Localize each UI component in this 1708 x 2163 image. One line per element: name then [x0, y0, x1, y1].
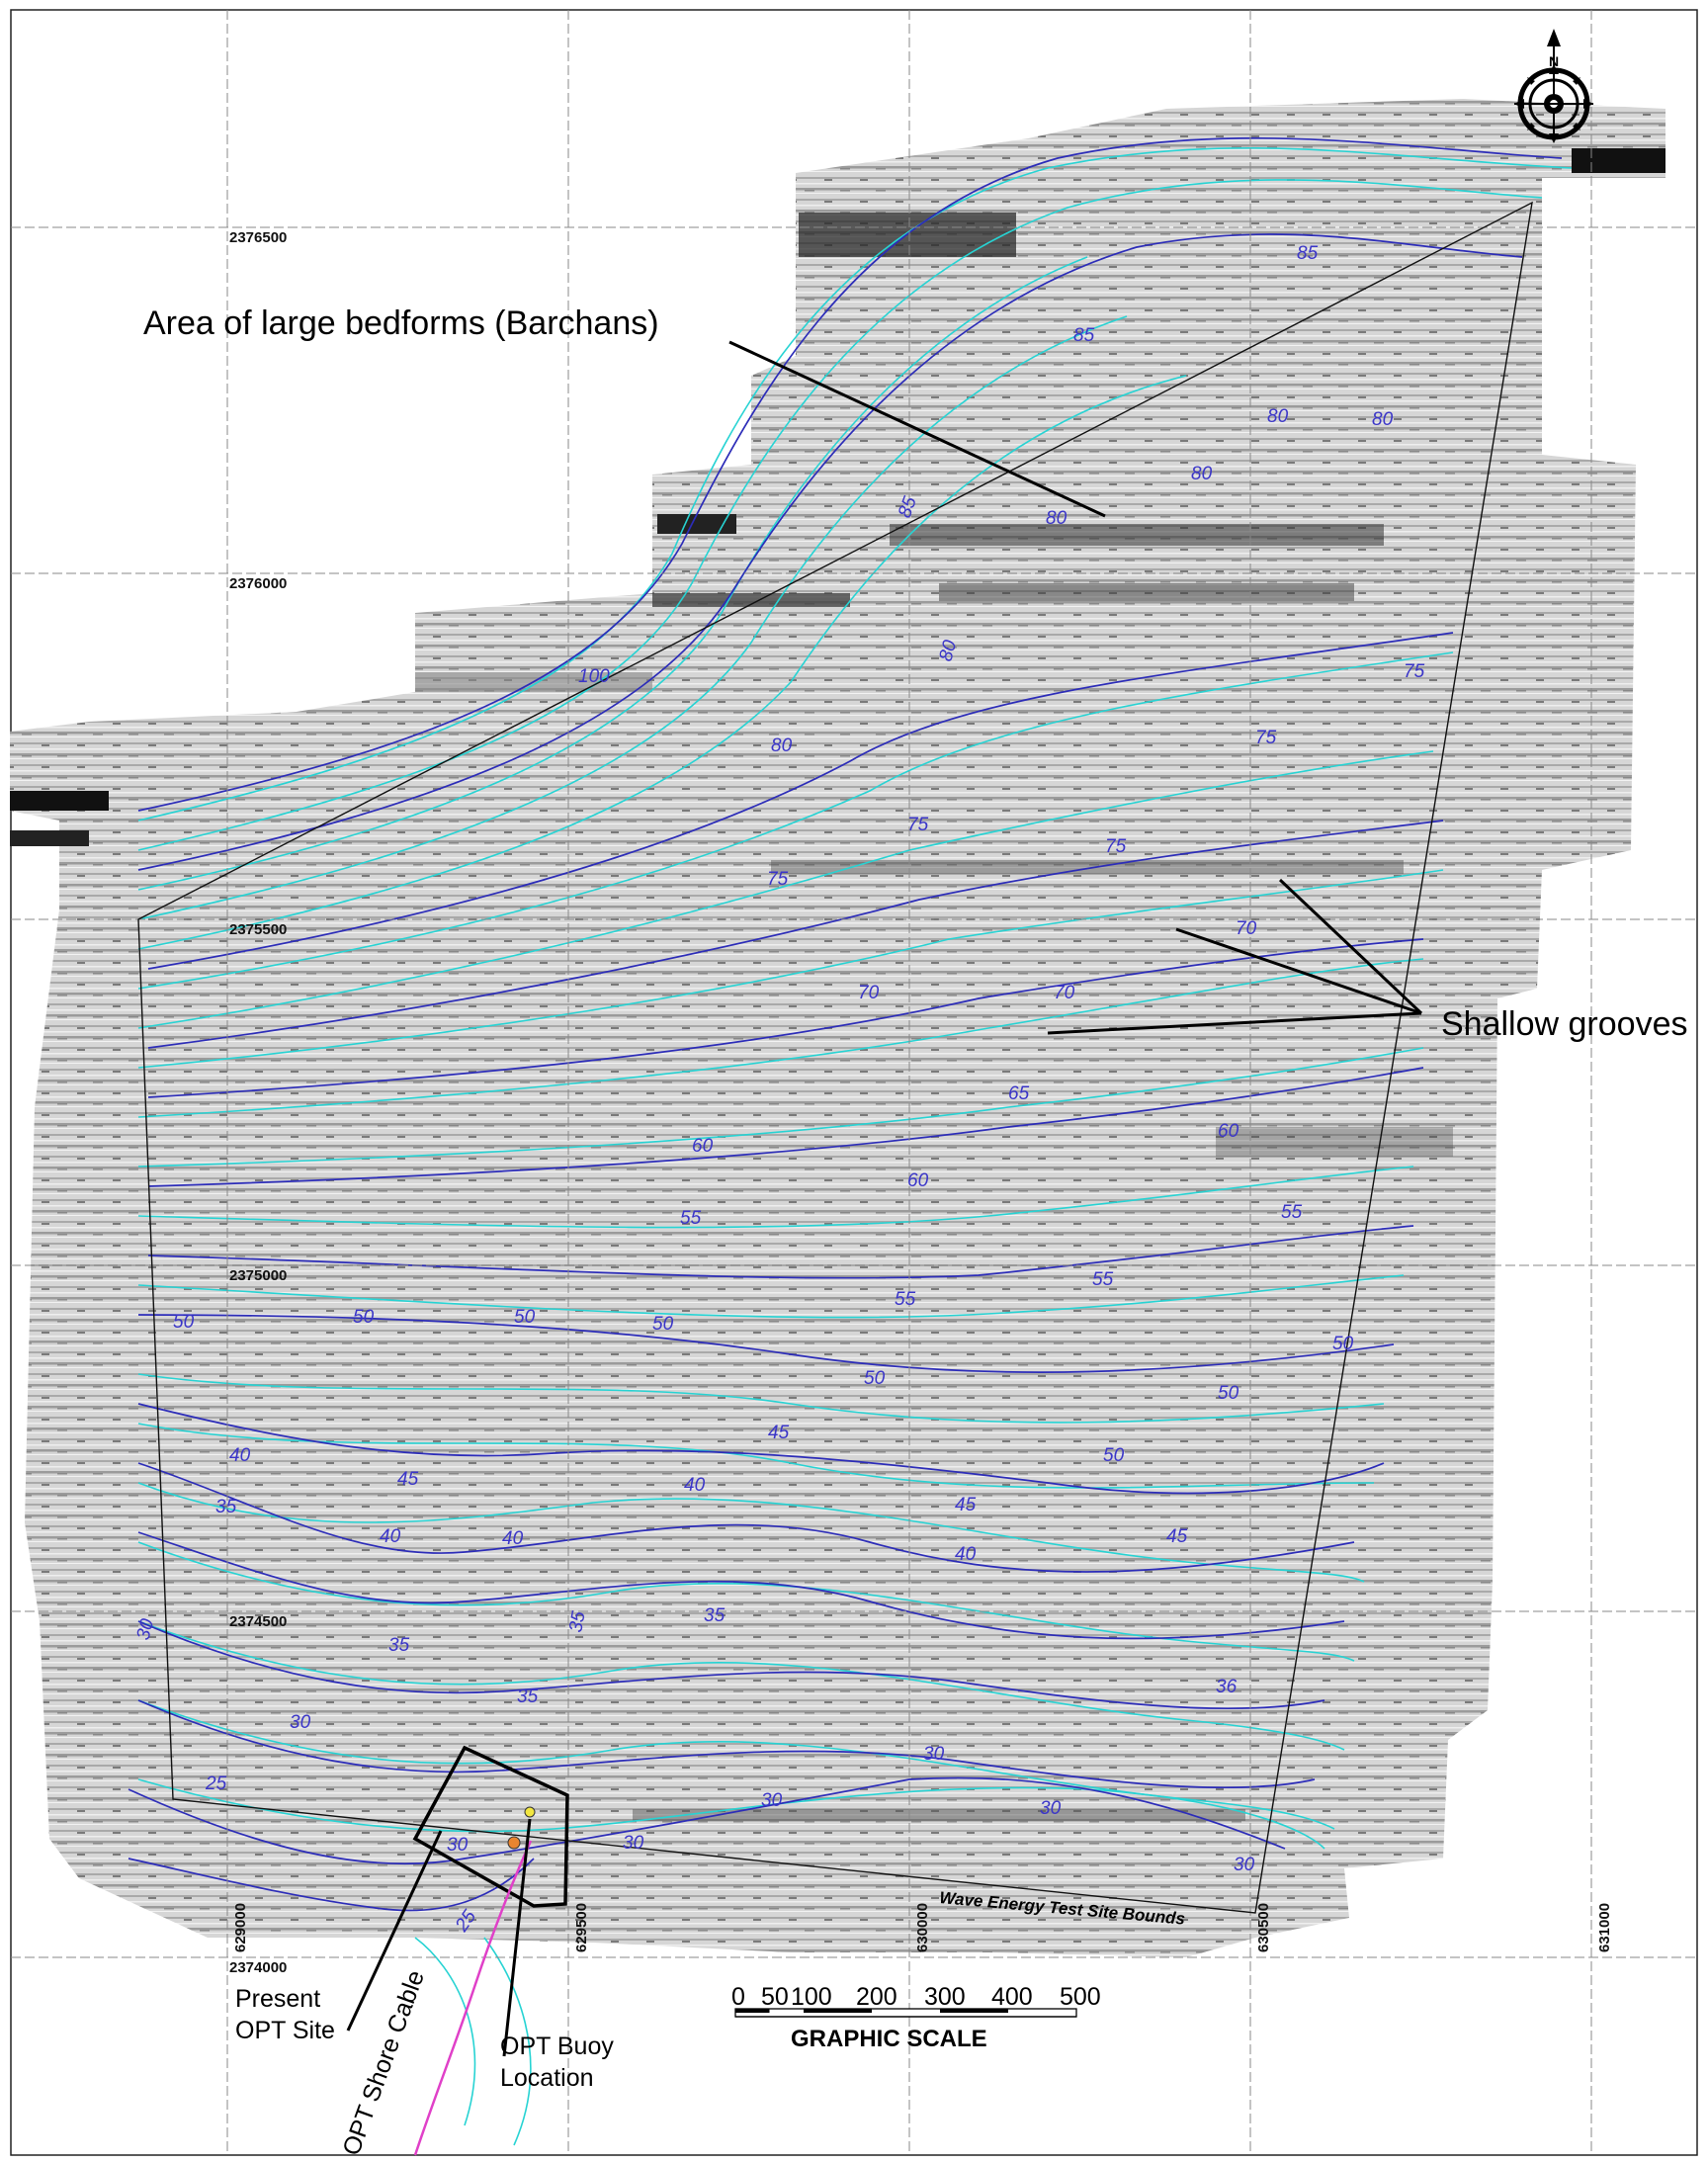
contour-label: 80 — [1372, 409, 1394, 430]
contour-label: 75 — [1105, 836, 1127, 857]
present-site-label-line1: Present — [235, 1985, 320, 2013]
contour-label: 50 — [864, 1368, 886, 1389]
contour-label: 35 — [215, 1497, 237, 1517]
svg-text:N: N — [1549, 53, 1559, 69]
scale-tick: 0 — [731, 1983, 745, 2011]
contour-label: 75 — [1255, 728, 1277, 748]
barchans-annotation: Area of large bedforms (Barchans) — [143, 304, 659, 342]
contour-label: 55 — [895, 1289, 916, 1310]
contour-label: 55 — [680, 1208, 702, 1229]
contour-label: 65 — [1008, 1083, 1030, 1104]
contour-label: 60 — [907, 1170, 929, 1191]
easting-label: 630500 — [1255, 1903, 1272, 1952]
contour-labels: 85 85 85 80 80 80 80 100 80 80 75 75 75 … — [133, 243, 1425, 1937]
sonar-mosaic — [10, 99, 1665, 1957]
leader-lines — [346, 340, 1423, 2057]
contour-label: 60 — [1218, 1121, 1239, 1142]
contour-label: 55 — [1092, 1269, 1114, 1290]
scale-tick: 100 — [791, 1983, 832, 2011]
contour-label: 50 — [173, 1312, 195, 1333]
contour-label: 40 — [502, 1528, 524, 1549]
contour-label: 45 — [955, 1495, 977, 1515]
easting-label: 631000 — [1596, 1903, 1613, 1952]
contour-label: 35 — [388, 1635, 410, 1656]
major-contours — [128, 136, 1563, 1912]
graphic-scale: 0 50 100 200 300 400 500 GRAPHIC SCALE — [731, 1983, 1101, 2052]
contour-label: 40 — [955, 1544, 977, 1565]
contour-label: 100 — [578, 666, 610, 687]
scale-tick: 200 — [856, 1983, 897, 2011]
northing-label: 2375500 — [229, 921, 287, 938]
northing-label: 2374000 — [229, 1959, 287, 1976]
scale-tick: 400 — [991, 1983, 1033, 2011]
contour-label: 50 — [652, 1314, 674, 1335]
contour-label: 45 — [397, 1469, 419, 1490]
scale-tick: 50 — [761, 1983, 789, 2011]
easting-label: 629500 — [573, 1903, 590, 1952]
contour-label: 25 — [205, 1774, 227, 1794]
contour-label: 50 — [1103, 1445, 1125, 1466]
shallow-grooves-annotation: Shallow grooves — [1441, 1005, 1687, 1043]
contour-label: 50 — [1332, 1334, 1354, 1354]
contour-label: 30 — [923, 1744, 945, 1765]
contour-label: 50 — [353, 1307, 375, 1328]
contour-label: 35 — [517, 1687, 539, 1707]
contour-label: 85 — [1073, 325, 1095, 346]
contour-label: 30 — [761, 1790, 783, 1811]
contour-label: 60 — [692, 1136, 714, 1157]
contour-label: 30 — [623, 1833, 644, 1854]
contour-label: 75 — [767, 869, 789, 890]
contour-label: 36 — [1216, 1677, 1238, 1697]
contour-label: 30 — [1040, 1798, 1062, 1819]
contour-label: 70 — [1236, 918, 1257, 939]
buoy-label-line2: Location — [500, 2064, 594, 2092]
graphic-scale-title: GRAPHIC SCALE — [791, 2026, 987, 2052]
contour-label: 40 — [229, 1445, 251, 1466]
contour-label: 55 — [1281, 1202, 1303, 1223]
contour-label: 80 — [771, 735, 793, 756]
opt-shore-cable — [413, 1840, 533, 2156]
present-opt-site-outline — [412, 1745, 569, 1908]
opt-buoy-marker — [524, 1806, 536, 1818]
buoy-label-line1: OPT Buoy — [500, 2033, 614, 2060]
northing-label: 2375000 — [229, 1267, 287, 1284]
scale-tick: 300 — [924, 1983, 966, 2011]
easting-label: 630000 — [914, 1903, 931, 1952]
contour-label: 35 — [704, 1605, 726, 1626]
contour-label: 45 — [1166, 1526, 1188, 1547]
contour-label: 80 — [1046, 508, 1068, 529]
contour-label: 50 — [1218, 1383, 1239, 1404]
opt-site-marker — [507, 1836, 521, 1850]
contour-label: 85 — [1297, 243, 1319, 264]
present-site-label-line2: OPT Site — [235, 2017, 335, 2044]
contour-label: 30 — [447, 1835, 469, 1856]
northing-label: 2376500 — [229, 229, 287, 246]
scale-tick: 500 — [1060, 1983, 1101, 2011]
contour-label: 80 — [1267, 406, 1289, 427]
contour-label: 75 — [907, 815, 929, 835]
compass-rose-icon: N — [1514, 29, 1593, 143]
contour-label: 30 — [290, 1712, 311, 1733]
contour-label: 70 — [1054, 983, 1075, 1003]
easting-label: 629000 — [232, 1903, 249, 1952]
contour-label: 30 — [1234, 1855, 1255, 1875]
contour-label: 50 — [514, 1307, 536, 1328]
contour-label: 70 — [858, 983, 880, 1003]
contour-label: 40 — [380, 1526, 401, 1547]
map-border — [10, 9, 1698, 2156]
shore-cable-label: OPT Shore Cable — [337, 1966, 430, 2159]
northing-label: 2374500 — [229, 1613, 287, 1630]
contour-label: 75 — [1404, 661, 1425, 682]
minor-contours — [137, 146, 1573, 2146]
contour-label: 45 — [768, 1423, 790, 1443]
northing-label: 2376000 — [229, 575, 287, 592]
contour-label: 35 — [565, 1609, 589, 1634]
contour-label: 80 — [1191, 464, 1213, 484]
test-site-bounds — [137, 201, 1533, 1914]
contour-label: 40 — [684, 1475, 706, 1496]
